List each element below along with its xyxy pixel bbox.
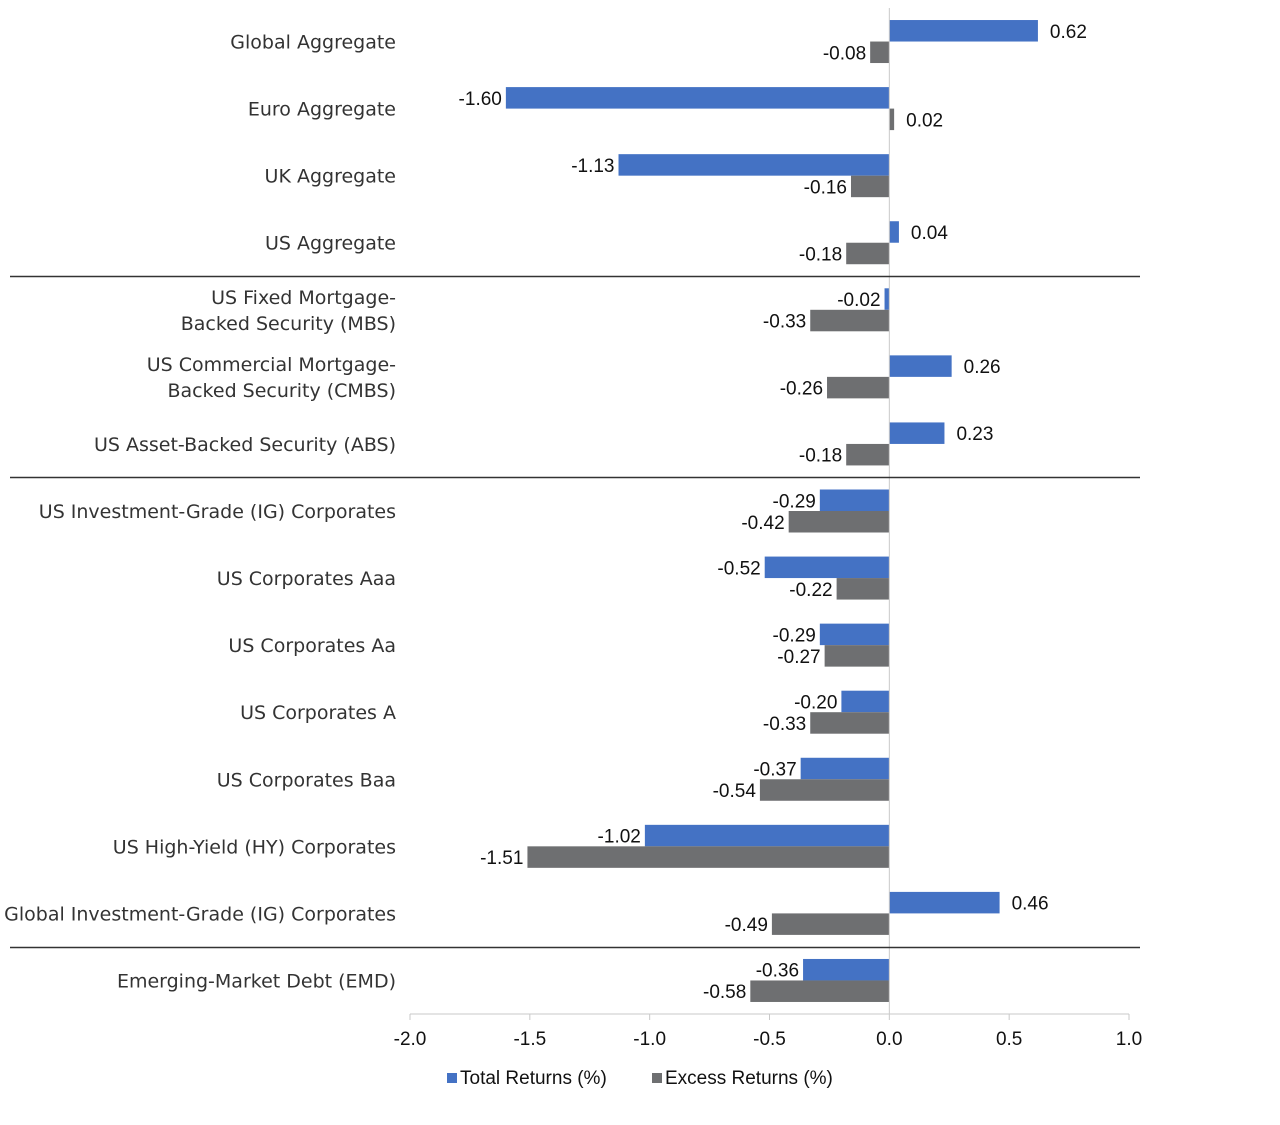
category-label: Backed Security (MBS) — [181, 313, 396, 335]
excess-returns-bar — [870, 41, 890, 64]
excess-returns-value-label: -0.27 — [777, 647, 820, 668]
excess-returns-bar — [846, 443, 890, 466]
x-tick-label: -2.0 — [394, 1029, 427, 1050]
total-returns-bar — [819, 623, 890, 646]
total-returns-bar — [884, 288, 890, 310]
excess-returns-value-label: -1.51 — [480, 848, 523, 869]
excess-returns-value-label: -0.18 — [799, 446, 842, 467]
category-label: US Fixed Mortgage- — [211, 287, 396, 309]
excess-returns-value-label: -0.08 — [823, 43, 866, 64]
x-tick-label: -1.0 — [633, 1029, 666, 1050]
category-label: US Asset-Backed Security (ABS) — [94, 434, 396, 456]
x-tick-label: -0.5 — [753, 1029, 786, 1050]
excess-returns-bar — [850, 175, 890, 198]
total-returns-value-label: -1.60 — [459, 89, 502, 110]
total-returns-value-label: -1.13 — [571, 156, 614, 177]
total-returns-value-label: -0.36 — [756, 961, 799, 982]
category-label: US Corporates A — [240, 702, 396, 724]
total-returns-value-label: 0.26 — [964, 357, 1001, 378]
excess-returns-value-label: -0.33 — [763, 714, 806, 735]
category-label: Global Investment-Grade (IG) Corporates — [4, 903, 396, 925]
excess-returns-value-label: -0.42 — [741, 513, 784, 534]
excess-returns-bar — [810, 309, 890, 332]
excess-returns-bar — [836, 578, 890, 600]
category-label: Euro Aggregate — [248, 99, 396, 121]
legend-swatch-excess-returns — [652, 1073, 662, 1083]
total-returns-bar — [889, 20, 1038, 42]
category-label: US Corporates Aaa — [217, 568, 396, 590]
total-returns-value-label: -0.02 — [837, 290, 880, 311]
total-returns-value-label: 0.04 — [911, 223, 948, 244]
category-label: Global Aggregate — [230, 32, 396, 54]
excess-returns-value-label: -0.22 — [789, 580, 832, 601]
category-label: Backed Security (CMBS) — [167, 380, 396, 402]
excess-returns-bar — [759, 779, 890, 801]
excess-returns-bar — [824, 645, 890, 667]
total-returns-bar — [841, 690, 890, 713]
total-returns-value-label: -0.52 — [717, 558, 760, 579]
legend-label-excess-returns: Excess Returns (%) — [665, 1068, 833, 1089]
category-label: US Corporates Aa — [228, 635, 396, 657]
excess-returns-bar — [771, 913, 890, 935]
total-returns-bar — [889, 891, 1000, 914]
legend-swatch-total-returns — [447, 1073, 457, 1083]
total-returns-bar — [803, 958, 890, 981]
total-returns-bar — [644, 824, 890, 847]
excess-returns-value-label: -0.58 — [703, 982, 746, 1003]
total-returns-value-label: -0.29 — [773, 491, 816, 512]
excess-returns-value-label: -0.16 — [804, 177, 847, 198]
category-label: US Corporates Baa — [217, 769, 396, 791]
total-returns-bar — [889, 422, 945, 444]
total-returns-value-label: -0.37 — [753, 760, 796, 781]
legend-label-total-returns: Total Returns (%) — [460, 1068, 607, 1089]
x-tick-label: 0.5 — [996, 1029, 1022, 1050]
category-label: UK Aggregate — [265, 166, 396, 188]
excess-returns-value-label: -0.54 — [713, 781, 757, 802]
x-tick-label: 0.0 — [876, 1029, 902, 1050]
excess-returns-value-label: -0.26 — [780, 379, 823, 400]
category-label: US High-Yield (HY) Corporates — [113, 836, 396, 858]
excess-returns-bar — [527, 846, 890, 868]
x-tick-label: 1.0 — [1116, 1029, 1142, 1050]
total-returns-value-label: 0.46 — [1012, 894, 1049, 915]
total-returns-bar — [819, 489, 890, 511]
category-label: US Commercial Mortgage- — [147, 354, 396, 376]
total-returns-bar — [505, 87, 890, 109]
excess-returns-value-label: -0.18 — [799, 244, 842, 265]
excess-returns-bar — [889, 108, 895, 131]
category-label: US Investment-Grade (IG) Corporates — [39, 501, 396, 523]
excess-returns-bar — [788, 511, 890, 533]
total-returns-value-label: 0.23 — [956, 424, 993, 445]
total-returns-value-label: 0.62 — [1050, 22, 1087, 43]
excess-returns-bar — [810, 712, 890, 734]
total-returns-value-label: -1.02 — [598, 827, 641, 848]
total-returns-bar — [618, 154, 890, 176]
total-returns-value-label: -0.29 — [773, 625, 816, 646]
excess-returns-bar — [846, 242, 890, 265]
category-label: US Aggregate — [265, 233, 396, 255]
total-returns-bar — [889, 355, 952, 377]
total-returns-value-label: -0.20 — [794, 692, 837, 713]
total-returns-bar — [800, 757, 890, 780]
category-label: Emerging-Market Debt (EMD) — [117, 970, 396, 992]
excess-returns-value-label: -0.49 — [725, 915, 768, 936]
excess-returns-bar — [750, 980, 890, 1002]
excess-returns-value-label: -0.33 — [763, 312, 806, 333]
total-returns-bar — [764, 556, 890, 579]
total-returns-bar — [889, 221, 899, 243]
x-tick-label: -1.5 — [513, 1029, 546, 1050]
excess-returns-bar — [827, 376, 890, 399]
excess-returns-value-label: 0.02 — [906, 110, 943, 131]
